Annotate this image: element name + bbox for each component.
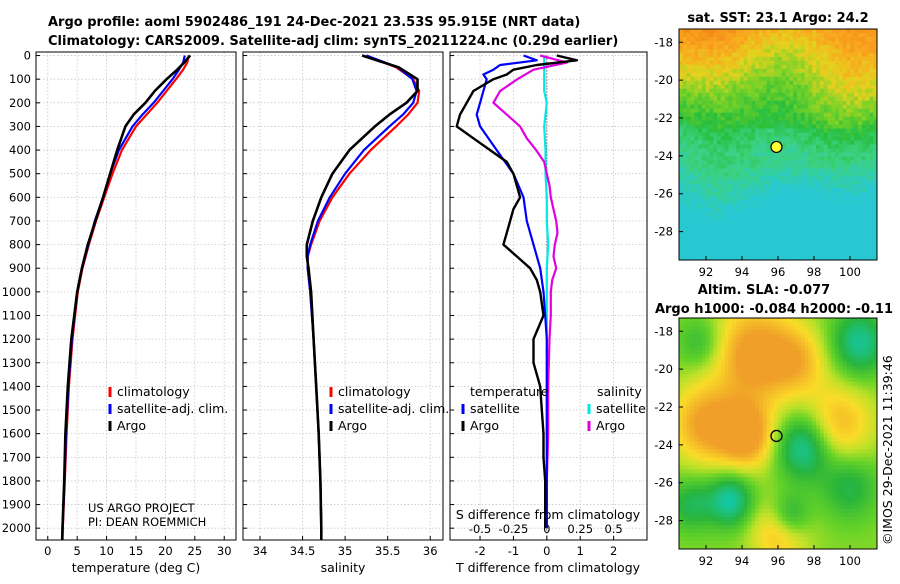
- temperature-panel: 0100200300400500600700800900100011001200…: [2, 49, 236, 575]
- depth-tick-label: 2000: [2, 521, 31, 535]
- credit-pi: PI: DEAN ROEMMICH: [88, 515, 206, 529]
- sst-ytick-label: -26: [654, 187, 673, 201]
- depth-tick-label: 1300: [2, 356, 31, 370]
- depth-tick-label: 1400: [2, 379, 31, 393]
- sla-xtick-label: 96: [771, 554, 786, 568]
- title-line-1: Argo profile: aoml 5902486_191 24-Dec-20…: [48, 15, 580, 30]
- temp-xtick-label: 25: [188, 544, 203, 558]
- temp-legend-satellite-label: satellite-adj. clim.: [117, 401, 228, 416]
- sst-xtick-label: 100: [839, 265, 861, 279]
- sla-map-title-1: Altim. SLA: -0.077: [698, 283, 830, 298]
- sst-xtick-label: 96: [771, 265, 786, 279]
- sst-ytick-label: -28: [654, 225, 673, 239]
- sst-xtick-label: 92: [699, 265, 714, 279]
- diff-s-tick-label: -0.25: [499, 522, 529, 536]
- diff-xtick-label: 2: [610, 544, 617, 558]
- diff-s-tick-label: 0.25: [567, 522, 593, 536]
- temp-xtick-label: 0: [44, 544, 51, 558]
- sla-ytick-label: -22: [654, 400, 673, 414]
- sla-ytick-label: -18: [654, 324, 673, 338]
- temp-xtick-label: 5: [74, 544, 81, 558]
- sal-legend-climatology-label: climatology: [338, 384, 411, 399]
- sal-xtick-label: 35.5: [375, 544, 401, 558]
- sla-xtick-label: 100: [839, 554, 861, 568]
- sla-xtick-label: 98: [807, 554, 822, 568]
- diff-s-label: S difference from climatology: [456, 507, 641, 522]
- sst-map: 92 94 96 98 100 -18 -20 -22 -24 -26 -28: [654, 29, 877, 279]
- sst-ytick-label: -20: [654, 73, 673, 87]
- temp-xtick-label: 30: [217, 544, 232, 558]
- temp-xtick-label: 20: [158, 544, 173, 558]
- depth-tick-label: 500: [9, 167, 31, 181]
- depth-tick-label: 1900: [2, 498, 31, 512]
- depth-tick-label: 1000: [2, 285, 31, 299]
- sst-ytick-label: -22: [654, 111, 673, 125]
- temp-xtick-label: 10: [99, 544, 114, 558]
- sst-argo-location-marker: [771, 141, 782, 152]
- sal-xtick-label: 36: [423, 544, 438, 558]
- depth-tick-label: 200: [9, 96, 31, 110]
- diff-xtick-label: -1: [508, 544, 519, 558]
- diff-xtick-label: 0: [543, 544, 550, 558]
- diff-xtick-label: -2: [474, 544, 485, 558]
- temp-legend-climatology-label: climatology: [117, 384, 190, 399]
- sst-ytick-label: -18: [654, 35, 673, 49]
- temp-legend-argo-label: Argo: [117, 418, 146, 433]
- sal-legend-satellite-label: satellite-adj. clim.: [338, 401, 449, 416]
- temp-xtick-label: 15: [129, 544, 144, 558]
- sla-map-title-2: Argo h1000: -0.084 h2000: -0.11: [655, 302, 893, 317]
- sst-xtick-label: 98: [807, 265, 822, 279]
- diff-xlabel: T difference from climatology: [455, 560, 641, 575]
- sal-xlabel: salinity: [321, 560, 366, 575]
- diff-legend-s-satellite-label: satellite: [596, 401, 646, 416]
- diff-s-tick-label: 0.5: [604, 522, 622, 536]
- diff-legend-s-title: salinity: [597, 384, 642, 399]
- sla-xtick-label: 92: [699, 554, 714, 568]
- sla-field: [679, 318, 877, 549]
- sal-legend-argo-label: Argo: [338, 418, 367, 433]
- credit-project: US ARGO PROJECT: [88, 501, 196, 515]
- depth-tick-label: 1700: [2, 450, 31, 464]
- diff-s-tick-label: -0.5: [469, 522, 491, 536]
- sla-map: 92 94 96 98 100 -18 -20 -22 -24 -26 -28: [654, 318, 877, 568]
- sst-ytick-label: -24: [654, 149, 673, 163]
- diff-legend-t-title: temperature: [470, 384, 549, 399]
- sla-ytick-label: -20: [654, 362, 673, 376]
- depth-tick-label: 700: [9, 214, 31, 228]
- depth-tick-label: 800: [9, 238, 31, 252]
- depth-tick-label: 100: [9, 72, 31, 86]
- depth-tick-label: 1500: [2, 403, 31, 417]
- sla-ytick-label: -28: [654, 514, 673, 528]
- difference-panel: -2 -1 0 1 2 T difference from climatology S di…: [450, 52, 647, 575]
- sal-xtick-label: 34: [253, 544, 268, 558]
- sla-ytick-label: -26: [654, 476, 673, 490]
- depth-tick-label: 400: [9, 143, 31, 157]
- depth-tick-label: 900: [9, 261, 31, 275]
- sla-xtick-label: 94: [735, 554, 750, 568]
- sst-map-title: sat. SST: 23.1 Argo: 24.2: [687, 11, 868, 26]
- depth-tick-label: 0: [24, 49, 31, 63]
- depth-tick-label: 300: [9, 119, 31, 133]
- title-line-2: Climatology: CARS2009. Satellite-adj cli…: [48, 34, 618, 49]
- diff-legend-t-argo-label: Argo: [470, 418, 499, 433]
- sal-plot-area: [243, 52, 443, 540]
- sla-ytick-label: -24: [654, 438, 673, 452]
- diff-legend-s-argo-label: Argo: [596, 418, 625, 433]
- depth-tick-label: 1600: [2, 427, 31, 441]
- salinity-panel: 34 34.5 35 35.5 36 salinity climatology satelli…: [243, 52, 449, 575]
- temp-xlabel: temperature (deg C): [72, 560, 201, 575]
- imos-timestamp: ©IMOS 29-Dec-2021 11:39:46: [880, 355, 895, 545]
- sal-xtick-label: 34.5: [290, 544, 316, 558]
- depth-tick-label: 1800: [2, 474, 31, 488]
- depth-tick-label: 1100: [2, 308, 31, 322]
- sst-xtick-label: 94: [735, 265, 750, 279]
- diff-legend-t-satellite-label: satellite: [470, 401, 520, 416]
- depth-tick-label: 1200: [2, 332, 31, 346]
- depth-tick-label: 600: [9, 190, 31, 204]
- sal-xtick-label: 35: [338, 544, 353, 558]
- diff-xtick-label: 1: [577, 544, 584, 558]
